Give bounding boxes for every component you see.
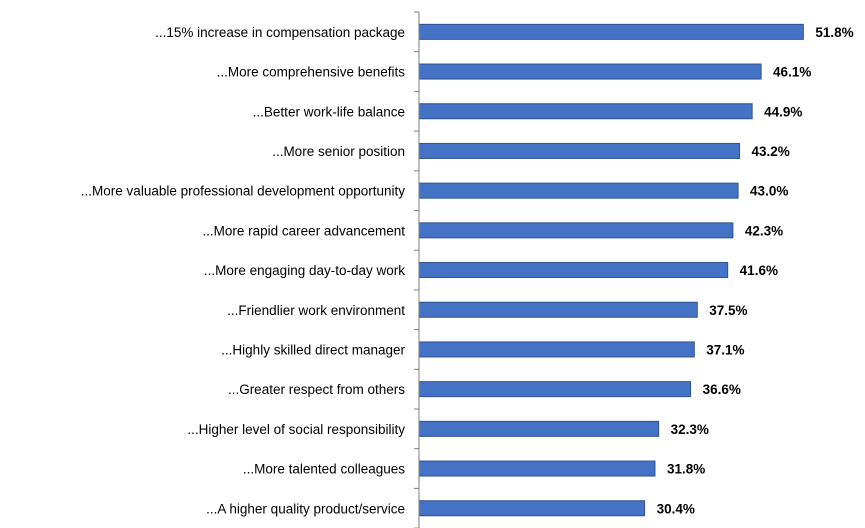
category-label: ...More valuable professional developmen… bbox=[81, 184, 405, 199]
bar bbox=[418, 460, 656, 477]
labels-layer: ...15% increase in compensation package 5… bbox=[81, 11, 854, 528]
category-label: ...More engaging day-to-day work bbox=[204, 263, 405, 278]
value-label: 41.6% bbox=[740, 263, 778, 278]
value-label: 46.1% bbox=[773, 65, 811, 80]
category-label: ...A higher quality product/service bbox=[206, 501, 405, 516]
value-label: 42.3% bbox=[745, 223, 783, 238]
value-label: 43.0% bbox=[750, 184, 788, 199]
bar bbox=[418, 500, 646, 517]
value-label: 43.2% bbox=[752, 144, 790, 159]
bar bbox=[418, 420, 660, 437]
bar bbox=[418, 381, 692, 398]
category-label: ...15% increase in compensation package bbox=[155, 25, 405, 40]
bar bbox=[418, 301, 698, 318]
category-label: ...Better work-life balance bbox=[253, 104, 405, 119]
value-label: 30.4% bbox=[657, 501, 695, 516]
category-label: ...Higher level of social responsibility bbox=[187, 422, 405, 437]
value-label: 32.3% bbox=[671, 422, 709, 437]
category-label: ...More senior position bbox=[272, 144, 405, 159]
value-label: 51.8% bbox=[815, 25, 853, 40]
value-label: 31.8% bbox=[667, 462, 705, 477]
value-label: 37.1% bbox=[706, 342, 744, 357]
category-label: ...Greater respect from others bbox=[228, 382, 405, 397]
category-label: ...Highly skilled direct manager bbox=[221, 342, 405, 357]
bar bbox=[418, 182, 739, 199]
category-label: ...Friendlier work environment bbox=[227, 303, 405, 318]
bar bbox=[418, 222, 734, 239]
value-label: 37.5% bbox=[709, 303, 747, 318]
bar bbox=[418, 262, 729, 279]
bar bbox=[418, 23, 804, 40]
value-label: 44.9% bbox=[764, 104, 802, 119]
bar bbox=[418, 63, 762, 80]
bar bbox=[418, 341, 695, 358]
bar bbox=[418, 142, 741, 159]
bar bbox=[418, 103, 753, 120]
category-label: ...More comprehensive benefits bbox=[217, 65, 406, 80]
value-label: 36.6% bbox=[703, 382, 741, 397]
category-label: ...More talented colleagues bbox=[243, 462, 405, 477]
category-label: ...More rapid career advancement bbox=[202, 223, 405, 238]
